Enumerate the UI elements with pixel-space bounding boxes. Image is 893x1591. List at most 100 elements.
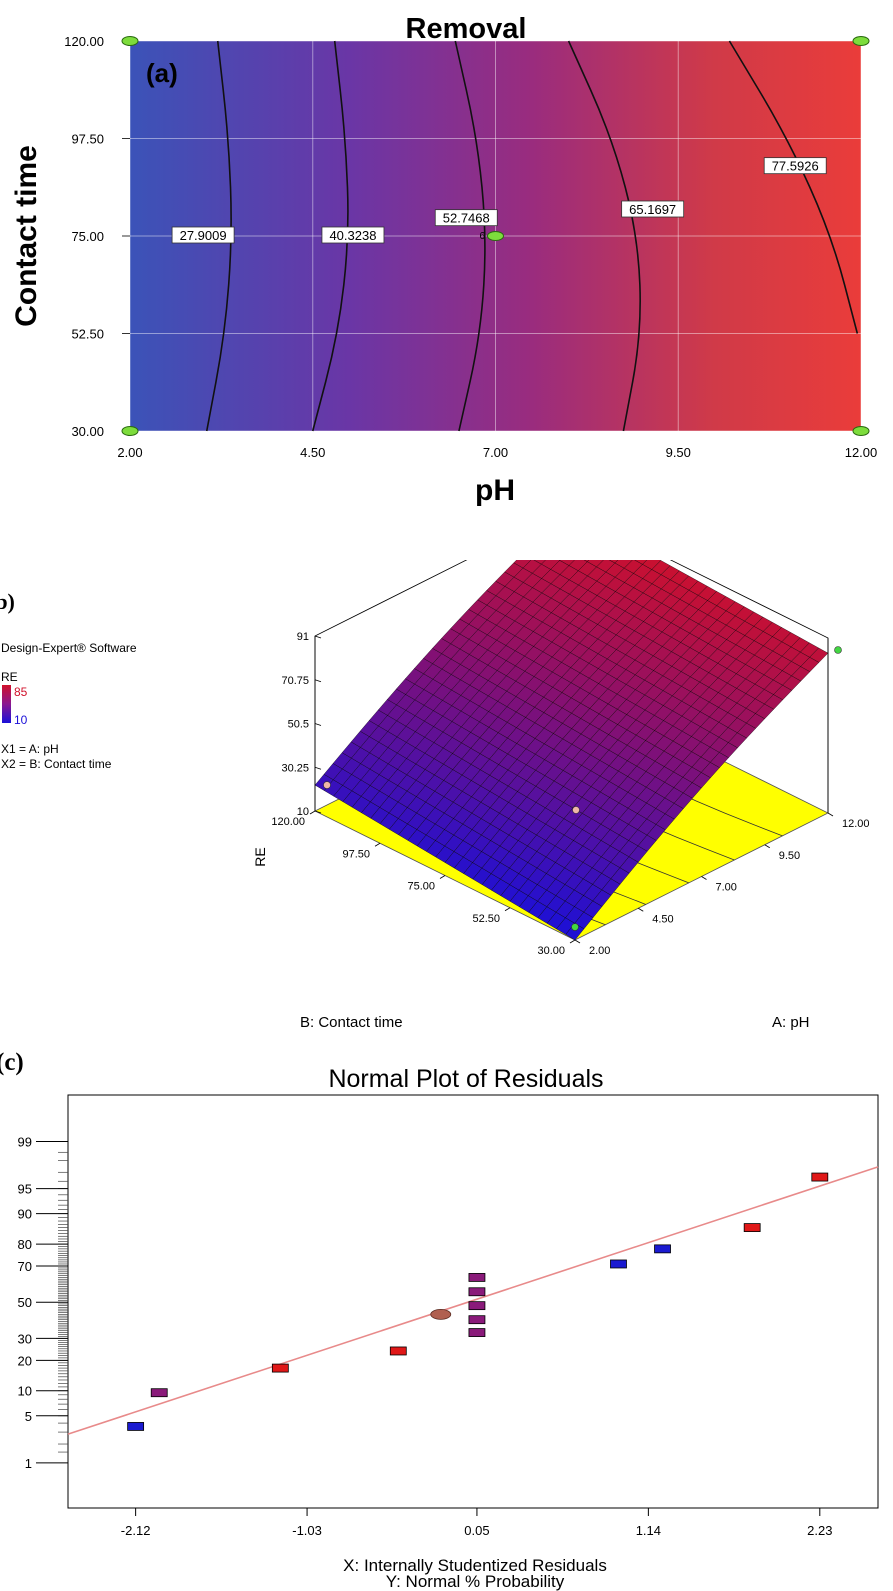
y-axis-label: B: Contact time	[300, 1014, 403, 1031]
center-residual-point	[430, 1308, 452, 1320]
svg-text:40.3238: 40.3238	[329, 228, 376, 243]
contour-label: 40.3238	[321, 226, 385, 244]
response-surface	[314, 560, 829, 941]
z-tick	[314, 635, 322, 639]
design-point	[323, 781, 331, 789]
z-tick	[314, 723, 322, 726]
z-tick	[314, 679, 322, 683]
factor-x1: X1 = A: pH	[1, 742, 59, 756]
contour-label: 65.1697	[621, 200, 685, 218]
y-tick-label: 120.00	[271, 816, 305, 828]
design-point	[852, 36, 870, 46]
y-tick-label: 20	[18, 1353, 32, 1368]
x-tick-label: 2.00	[117, 445, 142, 460]
panel-label: (b)	[0, 589, 15, 614]
surface-plot: (b) Design-Expert® Software RE 85 10 X1 …	[0, 560, 870, 1031]
contour-line	[311, 40, 349, 432]
svg-text:65.1697: 65.1697	[629, 202, 676, 217]
x-tick-label: 0.05	[464, 1523, 489, 1538]
design-point	[852, 426, 870, 436]
contour-label: 52.7468	[434, 209, 498, 227]
contour-plot: Removal 27.9009 40.3238 52.7468 65.1697 77.5…	[10, 13, 878, 507]
surface-cell	[559, 560, 575, 566]
residual-point	[468, 1287, 486, 1297]
x-tick	[638, 907, 644, 912]
legend-high: 85	[14, 685, 28, 699]
y-tick-label: 52.50	[472, 913, 500, 925]
x-tick	[764, 844, 770, 849]
x-tick-label: 9.50	[779, 850, 800, 862]
design-point	[834, 646, 842, 654]
svg-text:77.5926: 77.5926	[772, 159, 819, 174]
design-point	[121, 36, 139, 46]
factor-x2: X2 = B: Contact time	[1, 757, 112, 771]
x-tick-label: -1.03	[292, 1523, 322, 1538]
surface-cell	[583, 560, 590, 562]
x-tick-label: 2.23	[807, 1523, 832, 1538]
design-point	[571, 923, 579, 931]
design-point	[487, 231, 504, 241]
svg-text:52.7468: 52.7468	[443, 211, 490, 226]
panel-label: (a)	[146, 58, 178, 88]
y-tick	[374, 842, 381, 847]
contour-line	[567, 40, 641, 432]
design-point	[121, 426, 139, 436]
contour-label: 77.5926	[763, 157, 827, 175]
contour-label: 27.9009	[171, 226, 235, 244]
x-tick-label: 9.50	[666, 445, 691, 460]
surface-panel: (b) Design-Expert® Software RE 85 10 X1 …	[0, 560, 893, 1040]
x-tick-label: 7.00	[483, 445, 508, 460]
y-tick-label: 95	[18, 1182, 32, 1197]
x-tick-label: 2.00	[589, 945, 610, 957]
y-tick-label: 50	[18, 1295, 32, 1310]
normal-plot-panel: (c) Normal Plot of Residuals 1 5 10 20 30 50 7…	[0, 1040, 893, 1591]
contour-line	[205, 40, 232, 432]
svg-text:27.9009: 27.9009	[180, 228, 227, 243]
y-tick-label: 99	[18, 1135, 32, 1150]
z-tick-label: 50.5	[288, 719, 309, 731]
y-tick-label: 75.00	[71, 229, 104, 244]
x-tick-label: 12.00	[845, 445, 878, 460]
residual-point	[271, 1363, 289, 1373]
y-tick	[439, 875, 446, 879]
y-tick-label: 90	[18, 1207, 32, 1222]
panel-label: (c)	[0, 1049, 24, 1076]
residual-point	[468, 1315, 486, 1325]
x-axis-label: pH	[475, 474, 515, 507]
residual-point	[468, 1328, 486, 1337]
contour-line	[454, 40, 486, 432]
x-tick-label: 4.50	[652, 913, 673, 925]
z-tick-label: 10	[297, 806, 309, 818]
y-tick-label: 10	[18, 1384, 32, 1399]
contour-line	[728, 40, 859, 334]
x-tick-label: 1.14	[636, 1523, 661, 1538]
residual-point	[654, 1244, 671, 1254]
y-tick-label: 5	[25, 1409, 32, 1424]
surface-cell	[609, 560, 619, 564]
chart-title: Normal Plot of Residuals	[328, 1065, 603, 1093]
y-tick-label: 120.00	[64, 34, 104, 49]
legend-title: RE	[1, 670, 18, 684]
residual-point	[743, 1223, 761, 1232]
y-tick-label: 97.50	[71, 132, 104, 147]
z-tick-label: 70.75	[281, 675, 309, 687]
surface-cell	[809, 647, 829, 663]
y-tick-label: 1	[25, 1456, 32, 1471]
z-tick	[314, 810, 322, 814]
color-legend	[2, 685, 11, 723]
center-point-count: 6	[480, 231, 486, 242]
residual-point	[811, 1172, 829, 1182]
y-tick-label: 97.50	[342, 848, 370, 860]
x-tick-label: 7.00	[716, 882, 737, 894]
x-tick	[574, 939, 581, 944]
x-tick-label: 4.50	[300, 445, 325, 460]
y-tick-label: 75.00	[407, 881, 435, 893]
z-tick-label: 30.25	[281, 762, 309, 774]
normal-plot: (c) Normal Plot of Residuals 1 5 10 20 30 50 7…	[0, 1049, 879, 1591]
x-tick	[827, 812, 834, 817]
residual-point	[389, 1346, 407, 1356]
z-tick	[314, 766, 322, 770]
y-tick-label: 70	[18, 1259, 32, 1274]
fit-line	[67, 1166, 879, 1435]
y-tick-label: 30	[18, 1331, 32, 1346]
